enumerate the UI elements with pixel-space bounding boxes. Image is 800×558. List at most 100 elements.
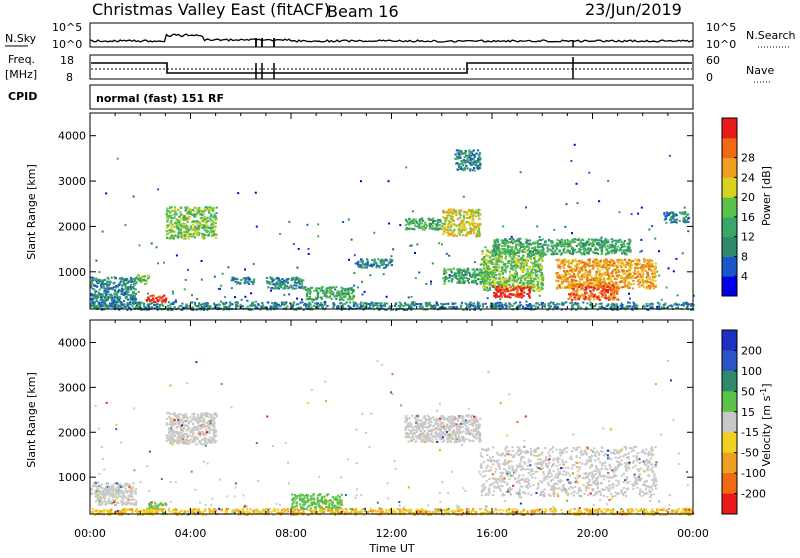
- power-cell: [556, 279, 558, 281]
- freq-panel: Freq. [MHz] 18 8 60 0 Nave: [5, 53, 774, 84]
- power-cell: [553, 252, 555, 254]
- power-cell: [504, 290, 506, 292]
- power-cell: [187, 221, 189, 223]
- power-cell: [569, 269, 571, 271]
- power-speckle: [682, 252, 684, 254]
- power-cell: [616, 240, 618, 242]
- power-cell: [326, 288, 328, 290]
- power-cell: [179, 235, 181, 237]
- power-cell: [196, 227, 198, 229]
- noise-right-label: N.Search: [746, 29, 796, 42]
- power-cell: [578, 306, 580, 308]
- power-cell: [304, 286, 306, 288]
- power-cell: [629, 287, 631, 289]
- power-cell: [516, 282, 518, 284]
- power-cell: [178, 232, 180, 234]
- power-cell: [344, 296, 346, 298]
- power-cell: [101, 299, 103, 301]
- power-cell: [110, 297, 112, 299]
- power-speckle: [95, 260, 97, 262]
- power-cell: [300, 278, 302, 280]
- power-cell: [607, 241, 609, 243]
- power-cell: [627, 270, 629, 272]
- power-cell: [455, 158, 457, 160]
- power-cell: [509, 276, 511, 278]
- power-cell: [473, 156, 475, 158]
- power-cell: [251, 281, 253, 283]
- power-cell: [417, 303, 419, 305]
- power-cell: [520, 246, 522, 248]
- power-cell: [608, 295, 610, 297]
- power-cell: [527, 240, 529, 242]
- power-cell: [450, 229, 452, 231]
- power-cell: [635, 266, 637, 268]
- power-cell: [505, 271, 507, 273]
- power-cell: [467, 161, 469, 163]
- power-cell: [475, 211, 477, 213]
- power-speckle: [279, 233, 281, 235]
- power-cell: [610, 259, 612, 261]
- power-cell: [208, 208, 210, 210]
- power-cell: [198, 228, 200, 230]
- power-cell: [537, 287, 539, 289]
- power-speckle: [297, 267, 299, 269]
- power-cell: [436, 225, 438, 227]
- power-cell: [509, 250, 511, 252]
- power-cell: [451, 281, 453, 283]
- power-speckle: [577, 202, 579, 204]
- power-speckle: [574, 144, 576, 146]
- power-cell: [151, 307, 153, 309]
- power-speckle: [629, 298, 631, 300]
- power-cell: [315, 297, 317, 299]
- power-cell: [679, 220, 681, 222]
- power-cell: [478, 235, 480, 237]
- power-cell: [166, 227, 168, 229]
- power-cell: [522, 306, 524, 308]
- power-cell: [577, 296, 579, 298]
- power-cell: [526, 264, 528, 266]
- power-cell: [525, 274, 527, 276]
- power-cell: [592, 268, 594, 270]
- power-cell: [612, 270, 614, 272]
- power-cell: [515, 248, 517, 250]
- power-cell: [166, 230, 168, 232]
- power-cell: [347, 288, 349, 290]
- power-cell: [202, 233, 204, 235]
- power-speckle: [156, 246, 158, 248]
- power-cell: [529, 282, 531, 284]
- power-cell: [496, 256, 498, 258]
- power-cell: [101, 283, 103, 285]
- power-speckle: [651, 225, 653, 227]
- power-cell: [430, 223, 432, 225]
- power-cell: [135, 281, 137, 283]
- power-cell: [520, 279, 522, 281]
- power-cell: [443, 283, 445, 285]
- power-cell: [134, 295, 136, 297]
- power-cell: [531, 268, 533, 270]
- power-cell: [240, 279, 242, 281]
- power-cell: [375, 262, 377, 264]
- power-cell: [414, 224, 416, 226]
- power-speckle: [237, 192, 239, 194]
- power-cell: [507, 290, 509, 292]
- power-cell: [495, 294, 497, 296]
- power-cell: [352, 290, 354, 292]
- power-cell: [626, 278, 628, 280]
- power-cell: [266, 280, 268, 282]
- power-speckle: [301, 299, 303, 301]
- power-cell: [170, 230, 172, 232]
- power-cell: [498, 266, 500, 268]
- power-cell: [547, 244, 549, 246]
- power-cell: [541, 286, 543, 288]
- power-cell: [509, 290, 511, 292]
- power-cell: [147, 297, 149, 299]
- power-cell: [529, 292, 531, 294]
- power-cell: [624, 283, 626, 285]
- power-cell: [508, 296, 510, 298]
- power-cell: [527, 246, 529, 248]
- power-cell: [390, 261, 392, 263]
- power-cell: [299, 283, 301, 285]
- power-speckle: [640, 239, 642, 241]
- power-cell: [560, 254, 562, 256]
- power-cell: [639, 273, 641, 275]
